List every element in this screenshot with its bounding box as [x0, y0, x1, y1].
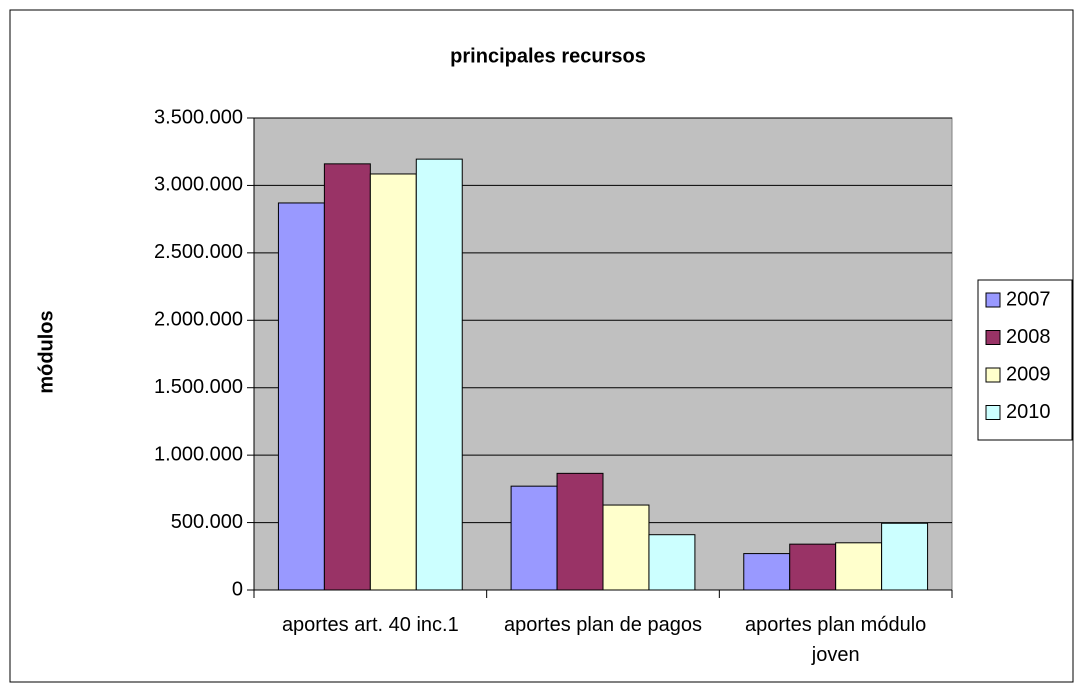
bar — [602, 504, 650, 591]
bar — [835, 542, 883, 591]
legend-label: 2007 — [1006, 288, 1051, 310]
bar — [648, 534, 696, 591]
x-tick-label: aportes plan de pagos — [504, 614, 702, 636]
y-tick-label: 3.500.000 — [154, 106, 243, 128]
chart-title: principales recursos — [450, 45, 646, 67]
bar — [510, 485, 558, 591]
legend-label: 2010 — [1006, 401, 1051, 423]
x-tick-label: aportes art. 40 inc.1 — [281, 614, 459, 636]
legend-swatch — [985, 405, 1001, 420]
legend-swatch — [985, 292, 1001, 308]
y-tick-label: 2.500.000 — [154, 241, 243, 263]
x-tick-label-box: aportes art. 40 inc.1 — [281, 614, 459, 636]
y-tick-label: 1.500.000 — [154, 376, 243, 398]
y-tick-label: 500.000 — [171, 511, 243, 533]
y-tick-label: 0 — [232, 578, 243, 600]
x-tick-label-box: aportes plan de pagos — [504, 614, 702, 636]
x-tick-label: aportes plan módulo joven — [745, 614, 927, 666]
bar — [323, 163, 371, 591]
legend-label: 2008 — [1006, 326, 1051, 348]
bar — [277, 202, 325, 591]
x-tick-label-box: aportes plan módulo joven — [745, 614, 927, 666]
bar — [556, 472, 604, 591]
y-tick-label: 2.000.000 — [154, 309, 243, 331]
bar — [369, 173, 417, 591]
y-tick-label: 1.000.000 — [154, 443, 243, 465]
bar — [881, 522, 929, 591]
bar — [789, 543, 837, 591]
bar — [415, 158, 463, 591]
bar — [743, 553, 791, 591]
y-tick-label: 3.000.000 — [154, 174, 243, 196]
legend-swatch — [985, 367, 1001, 383]
y-axis-label: módulos — [35, 310, 57, 393]
legend-swatch — [985, 330, 1001, 345]
legend-label: 2009 — [1006, 363, 1051, 385]
